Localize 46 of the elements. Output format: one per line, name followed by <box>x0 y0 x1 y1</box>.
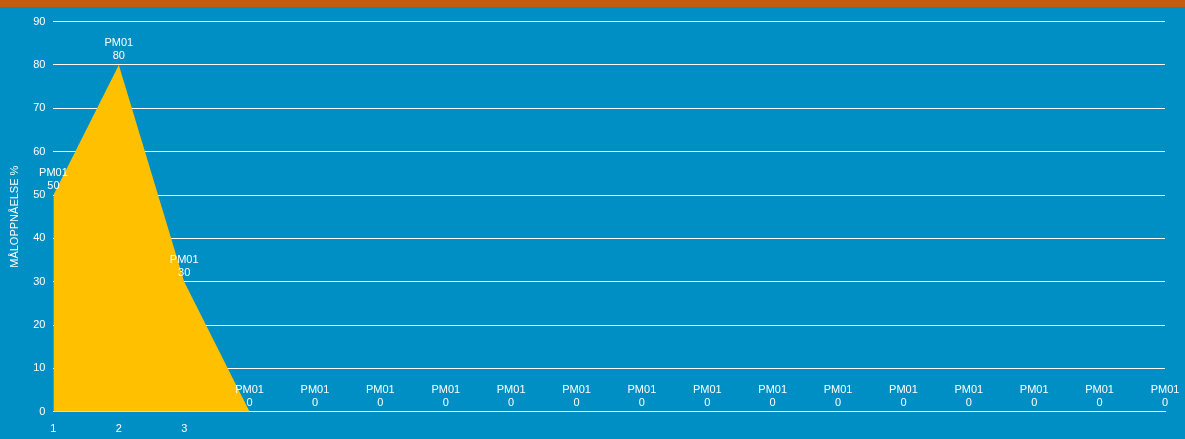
y-axis-title: MÅLOPPNÅELSE % <box>7 165 20 268</box>
text: PM01 <box>627 382 657 395</box>
text: PM01 <box>692 382 722 395</box>
y-tick-label: 60 <box>33 144 46 157</box>
data-label: 0 <box>311 395 319 408</box>
text: PM01 <box>300 382 330 395</box>
data-label: 0 <box>1161 395 1169 408</box>
text: PM01 <box>823 382 853 395</box>
data-label: 50 <box>47 179 60 192</box>
y-tick-label: 50 <box>33 188 46 201</box>
data-label: 0 <box>573 395 580 408</box>
data-label: 0 <box>1031 395 1038 408</box>
data-label: 0 <box>704 395 711 408</box>
y-tick-label: 70 <box>33 101 46 114</box>
data-label: 0 <box>1096 395 1103 408</box>
x-tick-label: 2 <box>115 422 122 435</box>
text: PM01 <box>758 382 788 395</box>
text: PM01 <box>1085 382 1114 395</box>
data-label: 0 <box>638 395 645 408</box>
data-label: 0 <box>965 395 972 408</box>
text: PM01 <box>1150 382 1180 395</box>
y-tick-label: 20 <box>33 318 46 331</box>
text: PM01 <box>562 382 591 395</box>
y-tick-label: 10 <box>33 361 46 374</box>
data-label: 0 <box>900 395 907 408</box>
y-tick-label: 0 <box>39 404 46 417</box>
data-label: 0 <box>246 395 253 408</box>
y-tick-label: 90 <box>33 14 46 27</box>
text: PM01 <box>365 382 395 395</box>
x-tick-label: 3 <box>181 422 188 435</box>
y-tick-label: 80 <box>33 57 46 70</box>
y-tick-label: 40 <box>33 231 46 244</box>
data-label: 0 <box>508 395 515 408</box>
data-label: 0 <box>442 395 449 408</box>
text: PM01 <box>889 382 918 395</box>
data-label: 0 <box>835 395 842 408</box>
text: PM01 <box>431 382 461 395</box>
data-label: 80 <box>112 48 125 61</box>
y-tick-label: 30 <box>33 274 46 287</box>
data-label: 0 <box>377 395 384 408</box>
data-label: 0 <box>769 395 776 408</box>
text: PM01 <box>1019 382 1049 395</box>
x-tick-label: 1 <box>50 422 57 435</box>
text: PM01 <box>496 382 526 395</box>
text: PM01 <box>954 382 984 395</box>
text: PM01 <box>104 35 134 48</box>
